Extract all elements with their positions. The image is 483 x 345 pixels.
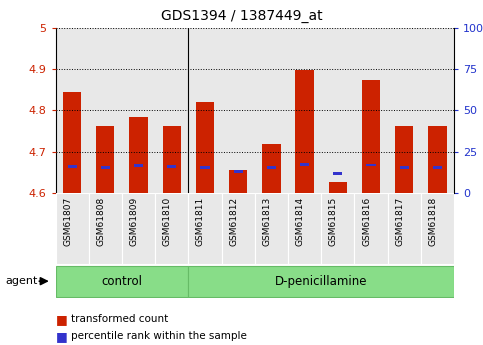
Bar (288, 28, 321, 193)
Bar (96, 126, 114, 193)
Text: GSM61816: GSM61816 (362, 197, 371, 246)
Bar (355, 28, 387, 193)
Bar (288, 193, 321, 264)
Text: control: control (101, 275, 142, 288)
Text: ■: ■ (56, 330, 67, 343)
Bar (122, 28, 155, 193)
Text: agent: agent (6, 276, 38, 286)
Bar (433, 166, 442, 169)
Bar (355, 193, 387, 264)
Bar (188, 193, 222, 264)
Bar (321, 28, 355, 193)
Bar (56, 193, 89, 264)
Text: GDS1394 / 1387449_at: GDS1394 / 1387449_at (161, 9, 322, 23)
Bar (328, 182, 347, 193)
Bar (155, 28, 188, 193)
Bar (56, 28, 89, 193)
Text: ■: ■ (56, 313, 67, 326)
Bar (399, 166, 409, 169)
Bar (333, 172, 342, 175)
Bar (421, 193, 454, 264)
Bar (300, 163, 309, 166)
Text: GSM61814: GSM61814 (296, 197, 305, 246)
Bar (255, 193, 288, 264)
Bar (188, 266, 454, 297)
Bar (234, 170, 243, 173)
Text: GSM61817: GSM61817 (395, 197, 404, 246)
Bar (222, 28, 255, 193)
Bar (428, 126, 447, 193)
Text: GSM61811: GSM61811 (196, 197, 205, 246)
Text: D-penicillamine: D-penicillamine (275, 275, 368, 288)
Text: GSM61810: GSM61810 (163, 197, 172, 246)
Text: percentile rank within the sample: percentile rank within the sample (71, 332, 247, 341)
Bar (188, 28, 222, 193)
Text: GSM61812: GSM61812 (229, 197, 238, 246)
Bar (421, 28, 454, 193)
Bar (101, 166, 110, 169)
Bar (321, 193, 355, 264)
Bar (387, 28, 421, 193)
Text: GSM61815: GSM61815 (329, 197, 338, 246)
Bar (129, 117, 148, 193)
Bar (163, 126, 181, 193)
Bar (222, 193, 255, 264)
Bar (387, 193, 421, 264)
Bar (296, 70, 314, 193)
Text: GSM61808: GSM61808 (96, 197, 105, 246)
Bar (56, 266, 188, 297)
Bar (229, 170, 247, 193)
Bar (68, 165, 77, 168)
Bar (122, 193, 155, 264)
Text: GSM61807: GSM61807 (63, 197, 72, 246)
Bar (63, 92, 81, 193)
Bar (89, 193, 122, 264)
Bar (89, 28, 122, 193)
Bar (255, 28, 288, 193)
Text: GSM61818: GSM61818 (428, 197, 438, 246)
Bar (167, 165, 176, 168)
Bar (200, 166, 210, 169)
Bar (362, 80, 380, 193)
Bar (267, 166, 276, 169)
Bar (155, 193, 188, 264)
Bar (262, 144, 281, 193)
Text: GSM61813: GSM61813 (262, 197, 271, 246)
Bar (367, 164, 376, 167)
Bar (395, 126, 413, 193)
Text: transformed count: transformed count (71, 314, 169, 324)
Bar (196, 102, 214, 193)
Text: GSM61809: GSM61809 (129, 197, 139, 246)
Bar (134, 165, 143, 167)
